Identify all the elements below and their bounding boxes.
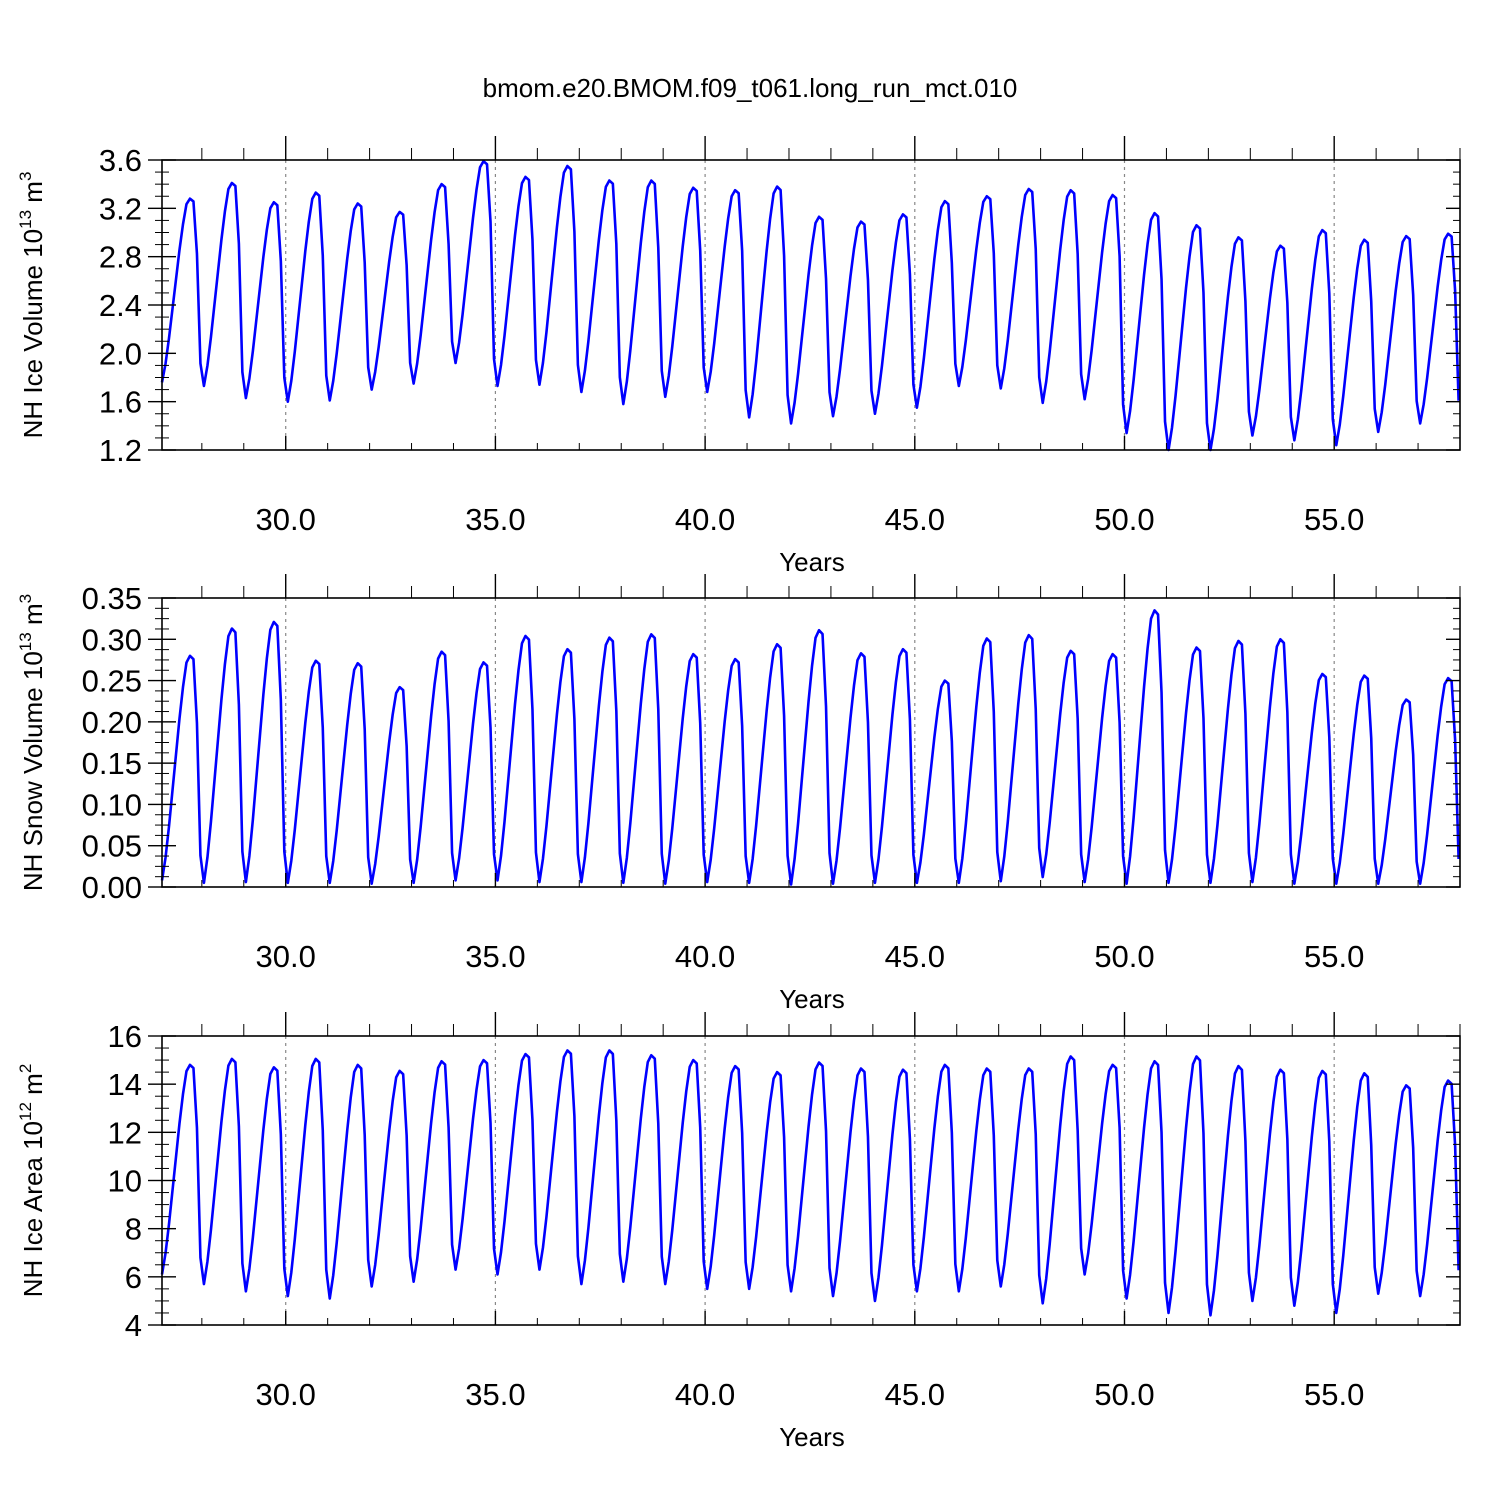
x-tick-label: 50.0 bbox=[1094, 939, 1154, 974]
x-tick-label: 30.0 bbox=[256, 1377, 316, 1412]
y-tick-label: 0.25 bbox=[82, 664, 142, 699]
panel-3: 4 6 8 10 12 14 16 30.0 35.0 40.0 45.0 50.0 55.0 Years… bbox=[16, 1012, 1461, 1452]
x-tick-label: 35.0 bbox=[465, 502, 525, 537]
y-tick-label: 0.10 bbox=[82, 787, 142, 822]
x-tick-label: 40.0 bbox=[675, 939, 735, 974]
plot-frame bbox=[161, 597, 1461, 888]
series-line bbox=[160, 159, 1460, 452]
x-tick-label: 30.0 bbox=[256, 939, 316, 974]
x-tick-label: 55.0 bbox=[1304, 1377, 1364, 1412]
y-tick-label: 8 bbox=[125, 1212, 142, 1247]
y-tick-label: 0.20 bbox=[82, 705, 142, 740]
y-tick-label: 0.15 bbox=[82, 746, 142, 781]
series-line bbox=[160, 1049, 1460, 1317]
y-axis-label: NH Ice Area 1012 m2 bbox=[16, 1064, 48, 1298]
x-tick-label: 30.0 bbox=[256, 502, 316, 537]
x-axis-label: Years bbox=[779, 547, 845, 577]
y-tick-label: 3.2 bbox=[99, 191, 142, 226]
y-tick-label: 2.8 bbox=[99, 240, 142, 275]
x-axis-label: Years bbox=[779, 1422, 845, 1452]
y-axis-label: NH Snow Volume 1013 m3 bbox=[16, 594, 48, 891]
x-tick-label: 40.0 bbox=[675, 502, 735, 537]
y-tick-label: 6 bbox=[125, 1260, 142, 1295]
y-tick-label: 0.30 bbox=[82, 622, 142, 657]
y-tick-label: 1.2 bbox=[99, 433, 142, 468]
x-tick-label: 35.0 bbox=[465, 939, 525, 974]
y-tick-label: 16 bbox=[108, 1019, 142, 1054]
x-tick-label: 55.0 bbox=[1304, 939, 1364, 974]
x-tick-label: 35.0 bbox=[465, 1377, 525, 1412]
y-tick-label: 10 bbox=[108, 1164, 142, 1199]
x-tick-label: 45.0 bbox=[885, 1377, 945, 1412]
series-line bbox=[160, 609, 1460, 886]
x-tick-label: 45.0 bbox=[885, 939, 945, 974]
panel-2: 0.00 0.05 0.10 0.15 0.20 0.25 0.30 0.35 30.0 35.0… bbox=[16, 574, 1461, 1014]
y-tick-label: 0.00 bbox=[82, 870, 142, 905]
y-tick-label: 2.0 bbox=[99, 336, 142, 371]
x-tick-label: 50.0 bbox=[1094, 502, 1154, 537]
y-tick-label: 0.05 bbox=[82, 829, 142, 864]
y-axis-label: NH Ice Volume 1013 m3 bbox=[16, 172, 48, 439]
y-tick-label: 2.4 bbox=[99, 288, 142, 323]
x-tick-label: 45.0 bbox=[885, 502, 945, 537]
x-tick-label: 50.0 bbox=[1094, 1377, 1154, 1412]
x-tick-label: 40.0 bbox=[675, 1377, 735, 1412]
y-tick-label: 3.6 bbox=[99, 143, 142, 178]
chart-title: bmom.e20.BMOM.f09_t061.long_run_mct.010 bbox=[483, 73, 1018, 103]
y-tick-label: 4 bbox=[125, 1308, 142, 1343]
x-axis-label: Years bbox=[779, 984, 845, 1014]
x-tick-label: 55.0 bbox=[1304, 502, 1364, 537]
y-tick-label: 14 bbox=[108, 1067, 142, 1102]
y-tick-label: 0.35 bbox=[82, 581, 142, 616]
y-tick-label: 12 bbox=[108, 1115, 142, 1150]
y-tick-label: 1.6 bbox=[99, 385, 142, 420]
panel-1: 1.2 1.6 2.0 2.4 2.8 3.2 3.6 30.0 35.0 40.0 45.0 50.… bbox=[16, 136, 1461, 577]
